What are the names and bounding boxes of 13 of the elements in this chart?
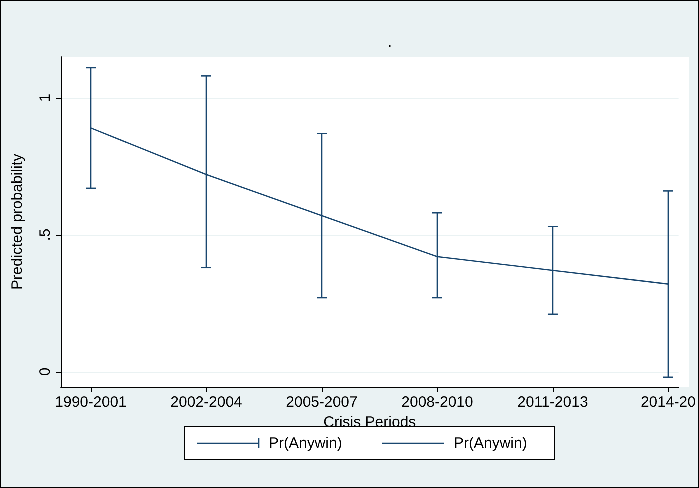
x-tick-label: 2008-2010 [402,394,474,411]
x-tick-label: 2014-20 [640,394,696,411]
chart-title: . [388,34,392,50]
y-tick-label: 1 [37,94,54,102]
y-tick-label: 0 [37,368,54,376]
y-tick-label: .5 [37,228,54,242]
x-tick-label: 1990-2001 [55,394,127,411]
y-axis-title: Predicted probability [9,154,26,290]
x-tick-label: 2011-2013 [518,394,588,411]
x-tick-label: 2002-2004 [170,394,242,411]
text: Pr(Anywin) [454,435,528,452]
x-tick-label: 2005-2007 [286,394,358,411]
legend-label: Pr(Anywin) [269,435,342,452]
